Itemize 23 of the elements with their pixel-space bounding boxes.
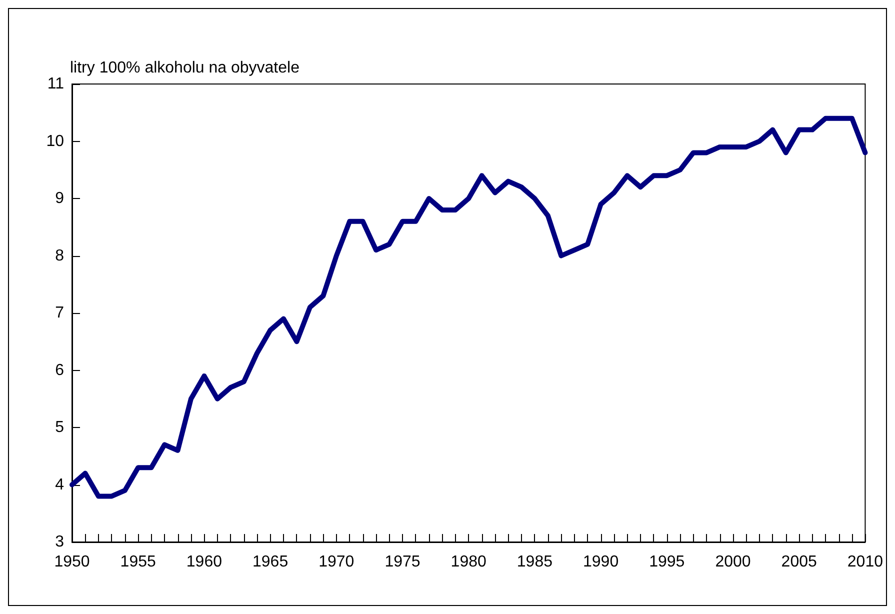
x-tick-label: 2000 bbox=[715, 554, 751, 570]
y-axis-title: litry 100% alkoholu na obyvatele bbox=[70, 60, 300, 76]
y-tick-label: 9 bbox=[55, 190, 64, 207]
y-tick-label: 7 bbox=[55, 304, 64, 322]
x-tick-label: 1960 bbox=[186, 554, 222, 570]
x-tick-label: 1955 bbox=[120, 554, 156, 570]
x-tick-label: 1975 bbox=[384, 554, 420, 570]
x-tick-label: 1950 bbox=[54, 554, 90, 570]
y-tick-label: 8 bbox=[55, 247, 64, 264]
x-tick-label: 1990 bbox=[583, 554, 619, 570]
x-tick-label: 1980 bbox=[450, 554, 486, 570]
x-tick-label: 2005 bbox=[781, 554, 817, 570]
y-tick-label: 4 bbox=[55, 476, 64, 494]
x-tick-label: 1985 bbox=[516, 554, 553, 570]
y-tick-label: 5 bbox=[55, 419, 64, 436]
x-tick-label: 2010 bbox=[847, 554, 884, 570]
y-tick-label: 10 bbox=[46, 132, 64, 150]
y-tick-label: 3 bbox=[55, 534, 64, 550]
y-tick-label: 6 bbox=[55, 362, 64, 379]
x-tick-label: 1970 bbox=[318, 554, 354, 570]
x-tick-label: 1995 bbox=[649, 554, 685, 570]
x-tick-label: 1965 bbox=[252, 554, 288, 570]
y-tick-label: 11 bbox=[47, 76, 64, 92]
